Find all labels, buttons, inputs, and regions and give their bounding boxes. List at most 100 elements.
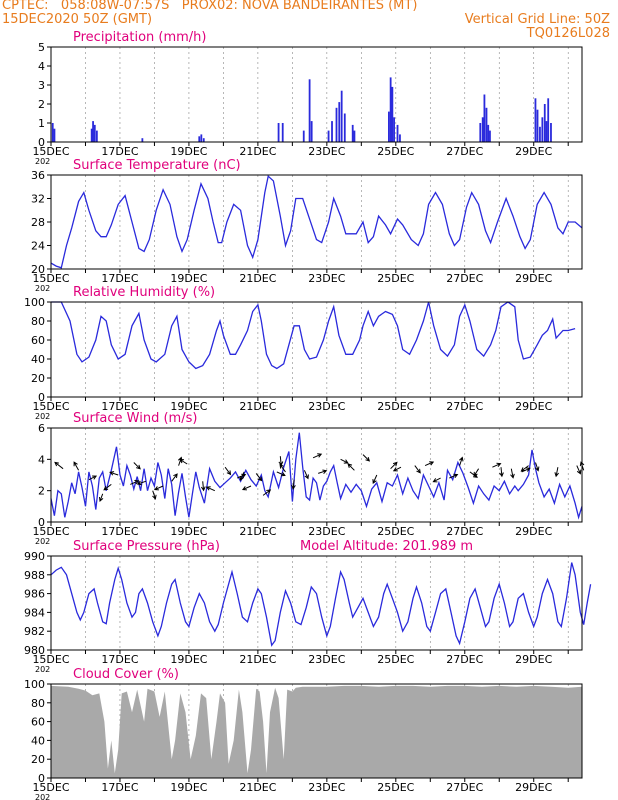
x-tick-label: 29DEC [515, 781, 552, 794]
y-tick-label: 24 [31, 240, 45, 253]
wind-arrow [136, 480, 146, 486]
wind-arrow [291, 479, 296, 490]
x-tick-label: 17DEC [101, 400, 138, 413]
wind-arrow [414, 465, 421, 474]
precip-bar [331, 121, 333, 142]
y-tick-label: 4 [38, 60, 45, 73]
x-tick-label: 29DEC [515, 400, 552, 413]
x-tick-label: 17DEC [101, 653, 138, 666]
x-tick-label: 15DEC [32, 653, 69, 666]
precip-bar [388, 111, 390, 142]
y-tick-label: 100 [24, 678, 45, 691]
precip-bar [202, 138, 205, 142]
x-year-label: 202 [35, 284, 50, 293]
wind-arrow [554, 467, 559, 478]
wind-arrow [534, 462, 540, 472]
wind-arrow [424, 461, 435, 467]
x-tick-label: 15DEC [32, 781, 69, 794]
wind-arrow [279, 463, 286, 473]
precip-bar [479, 123, 482, 142]
precip-bar [277, 123, 280, 142]
wind-arrow [318, 469, 328, 475]
y-tick-label: 0 [38, 516, 45, 529]
x-tick-label: 27DEC [446, 400, 483, 413]
panel-frame [50, 427, 583, 523]
vertical-grid-line-note: Vertical Grid Line: 50Z [464, 12, 610, 27]
x-tick-label: 19DEC [170, 525, 207, 538]
y-tick-label: 2 [38, 98, 45, 111]
x-tick-label: 27DEC [446, 272, 483, 285]
x-tick-label: 19DEC [170, 145, 207, 158]
wind-arrow [473, 468, 480, 477]
x-tick-label: 29DEC [515, 653, 552, 666]
series-line [51, 301, 576, 370]
panel-frame [50, 301, 583, 398]
wind-arrow [179, 458, 188, 465]
precip-bar [141, 138, 144, 142]
y-tick-label: 1 [38, 117, 45, 130]
x-year-label: 202 [35, 665, 50, 674]
wind-arrow [255, 473, 263, 482]
precip-bar [310, 121, 313, 142]
x-tick-label: 25DEC [377, 781, 414, 794]
model-run-code: TQ0126L028 [526, 26, 610, 41]
x-tick-label: 25DEC [377, 525, 414, 538]
y-tick-label: 980 [24, 644, 45, 657]
wind-arrow [224, 466, 232, 476]
x-tick-label: 21DEC [239, 272, 276, 285]
x-tick-label: 29DEC [515, 525, 552, 538]
y-tick-label: 20 [31, 263, 45, 276]
panel-frame [50, 555, 583, 651]
x-tick-label: 25DEC [377, 145, 414, 158]
wind-arrow [347, 463, 355, 471]
wind-arrow [510, 468, 515, 479]
x-year-label: 202 [35, 793, 50, 800]
series-line [50, 174, 583, 269]
precip-bar [545, 121, 548, 142]
y-tick-label: 0 [38, 391, 45, 404]
precip-bar [485, 107, 488, 142]
x-tick-label: 17DEC [101, 145, 138, 158]
x-tick-label: 23DEC [308, 400, 345, 413]
wind-arrow [88, 475, 98, 481]
x-tick-label: 27DEC [446, 653, 483, 666]
x-tick-label: 23DEC [308, 272, 345, 285]
wind-arrow [205, 486, 216, 492]
panel-title: Cloud Cover (%) [73, 667, 179, 682]
wind-arrow [340, 458, 349, 464]
y-tick-label: 5 [38, 41, 45, 54]
y-tick-label: 20 [31, 372, 45, 385]
precip-bar [353, 130, 356, 142]
wind-arrow [392, 466, 402, 472]
wind-arrow [109, 471, 119, 476]
wind-arrow [200, 481, 206, 492]
precip-bar [547, 98, 550, 142]
panel-4: 0 2 4 6 15DEC 17DEC 19DEC 21DEC 23DEC 25DEC 27DEC 2… [32, 411, 585, 546]
y-tick-label: 0 [38, 772, 45, 785]
precip-bar [541, 117, 544, 142]
x-tick-label: 29DEC [515, 145, 552, 158]
precip-bar [340, 90, 343, 142]
y-tick-label: 28 [31, 216, 45, 229]
precip-bar [302, 130, 305, 142]
y-tick-label: 36 [31, 169, 45, 182]
wind-arrow [372, 474, 378, 485]
wind-arrow [312, 453, 323, 459]
y-tick-label: 988 [24, 569, 45, 582]
panel-title: Surface Wind (m/s) [73, 411, 197, 426]
precip-bar [95, 130, 98, 142]
wind-arrow [152, 490, 157, 500]
panel-title: Relative Humidity (%) [73, 285, 215, 300]
x-tick-label: 23DEC [308, 781, 345, 794]
y-tick-label: 4 [38, 453, 45, 466]
wind-arrow [303, 470, 309, 480]
wind-arrow [54, 461, 64, 470]
x-tick-label: 15DEC [32, 525, 69, 538]
wind-arrow [154, 485, 164, 491]
x-tick-label: 15DEC [32, 400, 69, 413]
precip-bar [308, 79, 311, 142]
panel-1: 0 1 2 3 4 5 15DEC 17DEC 19DEC 21DEC 23DEC 25DEC 27DE… [32, 30, 583, 166]
precip-bar [198, 136, 201, 142]
wind-arrow [103, 484, 112, 491]
